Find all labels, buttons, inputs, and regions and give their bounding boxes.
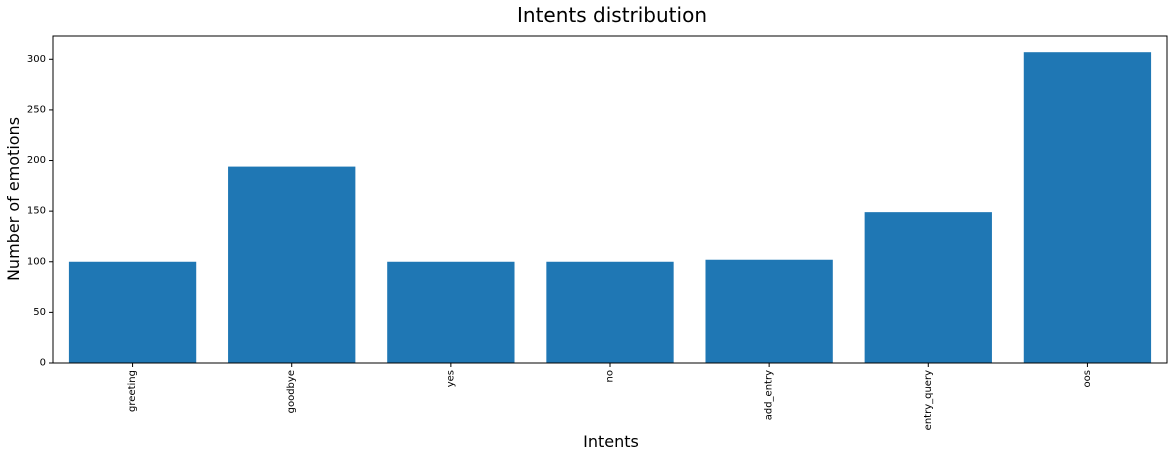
- chart-title: Intents distribution: [517, 3, 707, 27]
- y-tick-label: 200: [27, 155, 46, 166]
- x-tick-label: add_entry: [764, 370, 775, 420]
- x-axis-title: Intents: [583, 432, 639, 451]
- y-tick-label: 100: [27, 256, 46, 267]
- y-tick-label: 300: [27, 54, 46, 65]
- bar-entry_query: [864, 212, 992, 363]
- y-tick-label: 250: [27, 104, 46, 115]
- y-tick-label: 0: [40, 358, 46, 369]
- y-tick-label: 50: [33, 307, 46, 318]
- x-axis-ticks: greeting goodbye yes no add_entry entry_query…: [127, 363, 1093, 430]
- bar-goodbye: [228, 166, 356, 363]
- plot-frame: [52, 35, 1168, 364]
- bar-no: [546, 261, 674, 363]
- bar-add_entry: [705, 259, 833, 363]
- x-tick-label: goodbye: [286, 370, 297, 413]
- bar-greeting: [68, 261, 197, 363]
- bars-group: [68, 52, 1152, 363]
- x-tick-label: oos: [1082, 370, 1093, 387]
- y-tick-label: 150: [27, 206, 46, 217]
- x-tick-label: greeting: [127, 370, 138, 412]
- x-tick-label: yes: [445, 370, 456, 387]
- y-axis-ticks: 0 50 100 150 200 250 300: [27, 54, 53, 369]
- x-tick-label: no: [605, 370, 616, 382]
- bar-yes: [387, 261, 515, 363]
- y-axis-title: Number of emotions: [4, 117, 23, 281]
- x-tick-label: entry_query: [923, 370, 934, 430]
- bar-oos: [1023, 52, 1152, 363]
